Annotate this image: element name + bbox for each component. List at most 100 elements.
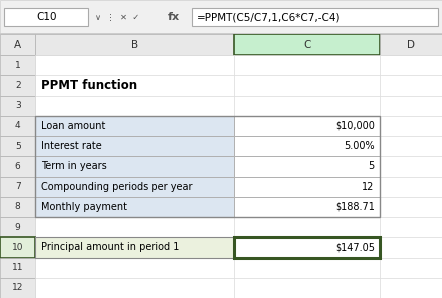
Bar (35, 136, 234, 156)
Bar (380, 176, 442, 197)
Bar (192, 8, 438, 27)
Bar (0, 33, 442, 34)
Text: 6: 6 (15, 162, 21, 171)
Text: =PPMT(C5/C7,1,C6*C7,-C4): =PPMT(C5/C7,1,C6*C7,-C4) (197, 12, 340, 22)
Text: 1: 1 (15, 61, 21, 70)
Bar (234, 176, 380, 197)
Bar (234, 237, 380, 257)
Text: A: A (14, 40, 21, 50)
Bar (35, 237, 234, 257)
Text: PPMT function: PPMT function (41, 79, 137, 92)
Bar (35, 116, 234, 136)
Bar (35, 176, 234, 197)
Bar (0, 75, 35, 96)
Text: 5.00%: 5.00% (344, 141, 375, 151)
Bar (0, 278, 35, 298)
Text: 3: 3 (15, 101, 21, 110)
Bar (234, 156, 380, 176)
Bar (380, 55, 442, 75)
Text: 12: 12 (362, 182, 375, 192)
Text: Interest rate: Interest rate (41, 141, 101, 151)
Bar (35, 237, 234, 257)
Bar (380, 237, 442, 257)
Bar (234, 278, 380, 298)
Bar (0, 156, 35, 176)
Bar (380, 116, 442, 136)
Text: 8: 8 (15, 202, 21, 211)
Bar (234, 156, 380, 176)
Bar (35, 34, 234, 55)
Bar (35, 156, 234, 176)
Bar (234, 34, 380, 55)
Bar (0, 217, 35, 237)
Bar (35, 278, 234, 298)
Bar (35, 116, 380, 217)
Bar (380, 75, 442, 96)
Bar (234, 136, 380, 156)
Bar (0, 96, 35, 116)
Bar (380, 278, 442, 298)
Text: B: B (131, 40, 138, 50)
Text: C10: C10 (36, 12, 57, 22)
Text: $188.71: $188.71 (335, 202, 375, 212)
Bar (4, 8, 88, 27)
Text: C: C (304, 40, 311, 50)
Text: Term in years: Term in years (41, 162, 107, 171)
Text: D: D (407, 40, 415, 50)
Bar (234, 197, 380, 217)
Text: 4: 4 (15, 122, 20, 131)
Text: 5: 5 (369, 162, 375, 171)
Bar (35, 176, 234, 197)
Bar (234, 75, 380, 96)
Text: Monthly payment: Monthly payment (41, 202, 127, 212)
Bar (380, 136, 442, 156)
Bar (234, 237, 380, 257)
Bar (380, 96, 442, 116)
Bar (0, 237, 35, 257)
Bar (0, 257, 35, 278)
Text: ∨  ⋮  ✕  ✓: ∨ ⋮ ✕ ✓ (95, 13, 139, 22)
Text: 9: 9 (15, 223, 21, 232)
Bar (0, 34, 35, 55)
Bar (234, 237, 380, 257)
Bar (35, 96, 234, 116)
Bar (380, 156, 442, 176)
Bar (0, 55, 35, 75)
Bar (234, 116, 380, 136)
Bar (35, 197, 234, 217)
Text: fx: fx (168, 12, 180, 22)
Text: 10: 10 (12, 243, 23, 252)
Bar (234, 197, 380, 217)
Text: 5: 5 (15, 142, 21, 151)
Bar (0, 0, 442, 34)
Text: 7: 7 (15, 182, 21, 191)
Bar (35, 116, 234, 136)
Bar (380, 257, 442, 278)
Text: 2: 2 (15, 81, 20, 90)
Bar (35, 257, 234, 278)
Text: Principal amount in period 1: Principal amount in period 1 (41, 242, 179, 252)
Bar (0, 176, 35, 197)
Text: 12: 12 (12, 283, 23, 292)
Bar (35, 237, 380, 257)
Bar (380, 217, 442, 237)
Bar (234, 55, 380, 75)
Bar (35, 75, 234, 96)
Bar (35, 197, 234, 217)
Text: $147.05: $147.05 (335, 242, 375, 252)
Bar (234, 217, 380, 237)
Bar (0, 136, 35, 156)
Bar (0, 116, 35, 136)
Text: $10,000: $10,000 (335, 121, 375, 131)
Text: Loan amount: Loan amount (41, 121, 105, 131)
Bar (234, 96, 380, 116)
Bar (380, 197, 442, 217)
Bar (35, 55, 234, 75)
Bar (35, 136, 234, 156)
Text: Compounding periods per year: Compounding periods per year (41, 182, 192, 192)
Text: 11: 11 (12, 263, 23, 272)
Bar (234, 257, 380, 278)
Bar (234, 136, 380, 156)
Bar (380, 34, 442, 55)
Bar (234, 176, 380, 197)
